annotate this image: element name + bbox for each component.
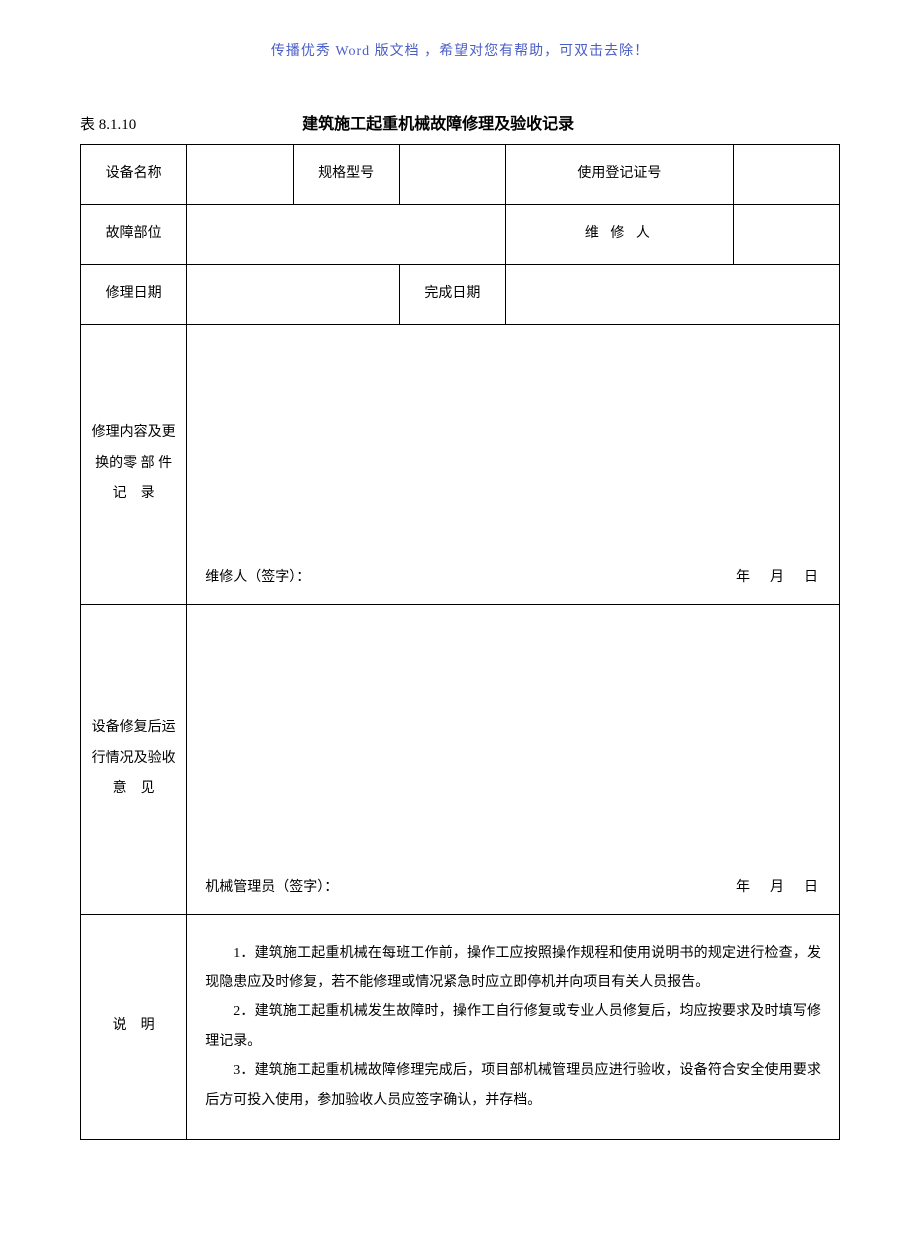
note-paragraph: 3．建筑施工起重机械故障修理完成后，项目部机械管理员应进行验收，设备符合安全使用… xyxy=(205,1056,821,1115)
table-number: 表 8.1.10 xyxy=(80,113,136,134)
value-reg-number xyxy=(733,145,839,205)
label-fault-part: 故障部位 xyxy=(81,205,187,265)
signature-date: 年 月 日 xyxy=(736,566,821,586)
label-repairer: 维 修 人 xyxy=(506,205,734,265)
signature-row: 机械管理员（签字）： 年 月 日 xyxy=(205,876,821,896)
notes-content: 1．建筑施工起重机械在每班工作前，操作工应按照操作规程和使用说明书的规定进行检查… xyxy=(187,914,840,1139)
signature-label: 机械管理员（签字）： xyxy=(205,876,338,896)
label-finish-date: 完成日期 xyxy=(399,265,505,325)
record-table: 设备名称 规格型号 使用登记证号 故障部位 维 修 人 修理日期 完成日期 修理… xyxy=(80,144,840,1140)
value-repair-date xyxy=(187,265,400,325)
label-model: 规格型号 xyxy=(293,145,399,205)
table-row: 说 明 1．建筑施工起重机械在每班工作前，操作工应按照操作规程和使用说明书的规定… xyxy=(81,914,840,1139)
table-row: 修理日期 完成日期 xyxy=(81,265,840,325)
signature-date: 年 月 日 xyxy=(736,876,821,896)
note-paragraph: 2．建筑施工起重机械发生故障时，操作工自行修复或专业人员修复后，均应按要求及时填… xyxy=(205,997,821,1056)
value-repairer xyxy=(733,205,839,265)
signature-label: 维修人（签字）： xyxy=(205,566,310,586)
table-row: 设备名称 规格型号 使用登记证号 xyxy=(81,145,840,205)
value-repair-content: 维修人（签字）： 年 月 日 xyxy=(187,324,840,604)
label-repair-date: 修理日期 xyxy=(81,265,187,325)
value-acceptance: 机械管理员（签字）： 年 月 日 xyxy=(187,604,840,914)
table-row: 设备修复后运行情况及验收意 见 机械管理员（签字）： 年 月 日 xyxy=(81,604,840,914)
signature-row: 维修人（签字）： 年 月 日 xyxy=(205,566,821,586)
value-finish-date xyxy=(506,265,840,325)
label-repair-content: 修理内容及更换的零 部 件记 录 xyxy=(81,324,187,604)
table-row: 故障部位 维 修 人 xyxy=(81,205,840,265)
value-model xyxy=(399,145,505,205)
label-acceptance: 设备修复后运行情况及验收意 见 xyxy=(81,604,187,914)
label-reg-number: 使用登记证号 xyxy=(506,145,734,205)
title-row: 表 8.1.10 建筑施工起重机械故障修理及验收记录 xyxy=(80,110,840,134)
table-row: 修理内容及更换的零 部 件记 录 维修人（签字）： 年 月 日 xyxy=(81,324,840,604)
document-title: 建筑施工起重机械故障修理及验收记录 xyxy=(136,110,840,134)
value-fault-part xyxy=(187,205,506,265)
label-notes: 说 明 xyxy=(81,914,187,1139)
value-device-name xyxy=(187,145,293,205)
note-paragraph: 1．建筑施工起重机械在每班工作前，操作工应按照操作规程和使用说明书的规定进行检查… xyxy=(205,939,821,998)
header-note: 传播优秀 Word 版文档 ，希望对您有帮助，可双击去除！ xyxy=(80,40,840,60)
label-device-name: 设备名称 xyxy=(81,145,187,205)
